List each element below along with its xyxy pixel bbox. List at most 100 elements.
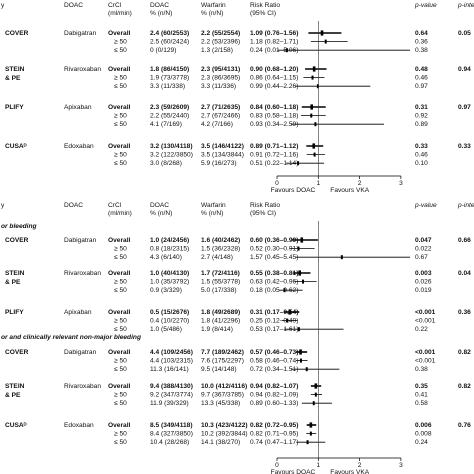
doac-rate: 8.5 (349/4118) (150, 422, 193, 429)
doac-rate: 1.9 (73/3778) (150, 74, 189, 81)
crcl: ≥ 50 (114, 245, 127, 252)
drug-name: Edoxaban (64, 143, 94, 150)
column-header: y (1, 202, 5, 209)
warfarin-rate: 5.0 (17/338) (201, 287, 237, 294)
warfarin-rate: 13.3 (45/338) (201, 400, 240, 407)
p-interaction: 0.33 (458, 143, 471, 150)
p-value: <0.001 (415, 357, 436, 364)
x-tick-label: 2 (358, 462, 362, 469)
crcl: ≥ 50 (114, 38, 127, 45)
study-name: PLIFY (5, 104, 24, 111)
crcl: ≤ 50 (114, 121, 127, 128)
study-name: & PE (5, 75, 21, 82)
risk-ratio: 0.84 (0.60–1.18) (250, 104, 298, 111)
doac-rate: 0.9 (3/329) (150, 287, 182, 294)
doac-rate: 4.3 (6/140) (150, 254, 182, 261)
x-tick-label: 1 (316, 462, 320, 469)
crcl: ≤ 50 (114, 254, 127, 261)
p-value: 0.97 (415, 83, 428, 90)
warfarin-rate: 3.5 (146/4122) (201, 143, 244, 150)
drug-name: Rivaroxaban (64, 66, 101, 73)
column-header: p-interac (457, 2, 474, 9)
crcl: ≤ 50 (114, 287, 127, 294)
warfarin-rate: 1.8 (41/2296) (201, 317, 240, 324)
point-estimate (320, 30, 324, 36)
p-value: 0.38 (415, 47, 428, 54)
warfarin-rate: 3.3 (11/336) (201, 83, 236, 90)
point-estimate (310, 113, 313, 118)
risk-ratio: 0.86 (0.64–1.15) (250, 74, 298, 81)
p-interaction: 0.04 (458, 270, 471, 277)
warfarin-rate: 3.5 (134/3844) (201, 151, 244, 158)
p-interaction: 0.76 (458, 422, 471, 429)
risk-ratio: 0.24 (0.01–5.06) (250, 47, 298, 54)
p-value: 0.36 (415, 38, 428, 45)
warfarin-rate: 14.1 (38/270) (201, 439, 240, 446)
risk-ratio: 0.72 (0.34–1.51) (250, 366, 298, 373)
risk-ratio: 0.89 (0.71–1.12) (250, 143, 298, 150)
risk-ratio: 0.74 (0.47–1.17) (250, 439, 298, 446)
favours-left: Favours DOAC (271, 187, 316, 194)
point-estimate (302, 279, 305, 284)
doac-rate: 2.2 (55/2440) (150, 112, 189, 119)
point-estimate (297, 161, 300, 166)
warfarin-rate: 2.2 (53/2396) (201, 38, 240, 45)
study-name: COVER (5, 30, 29, 37)
crcl: ≥ 50 (114, 151, 127, 158)
column-header: (95% CI) (250, 210, 276, 217)
point-estimate (316, 84, 319, 89)
p-value: 0.022 (415, 245, 432, 252)
column-header: CrCl (108, 2, 122, 9)
study-name: STEIN (5, 66, 25, 73)
x-tick-label: 0 (275, 462, 279, 469)
favours-right: Favours VKA (330, 187, 369, 194)
p-value: 0.003 (415, 270, 432, 277)
crcl: ≥ 50 (114, 430, 127, 437)
doac-rate: 1.8 (86/4150) (150, 66, 189, 73)
doac-rate: 4.4 (103/2315) (150, 357, 193, 364)
warfarin-rate: 9.7 (367/3785) (201, 391, 244, 398)
crcl: ≥ 50 (114, 74, 127, 81)
p-value: 0.019 (415, 287, 432, 294)
x-tick-label: 3 (399, 462, 403, 469)
warfarin-rate: 2.7 (4/148) (201, 254, 233, 261)
doac-rate: 11.3 (16/141) (150, 366, 189, 373)
p-interaction: 0.66 (458, 237, 471, 244)
column-header: p-value (414, 2, 437, 9)
column-header: CrCl (108, 202, 122, 209)
crcl: Overall (108, 143, 131, 150)
risk-ratio: 0.57 (0.46–0.73) (250, 349, 298, 356)
crcl: ≤ 50 (114, 366, 127, 373)
risk-ratio: 1.09 (0.76–1.56) (250, 30, 298, 37)
point-estimate (305, 367, 308, 372)
point-estimate (314, 122, 317, 127)
crcl: ≥ 50 (114, 112, 127, 119)
risk-ratio: 0.93 (0.34–2.59) (250, 121, 298, 128)
doac-rate: 1.0 (40/4130) (150, 270, 189, 277)
p-interaction: 0.82 (458, 383, 471, 390)
point-estimate (288, 309, 292, 315)
p-value: <0.001 (415, 317, 436, 324)
x-tick-label: 2 (358, 180, 362, 187)
column-header: Warfarin (201, 202, 226, 209)
column-header: % (n/N) (201, 210, 223, 217)
warfarin-rate: 1.8 (49/2689) (201, 309, 240, 316)
point-estimate (311, 75, 314, 80)
doac-rate: 2.4 (60/2553) (150, 30, 189, 37)
column-header: p-interac (457, 202, 474, 209)
p-value: 0.22 (415, 326, 428, 333)
plot-area (277, 30, 410, 445)
risk-ratio: 0.51 (0.22–1.14) (250, 160, 298, 167)
p-value: 0.58 (415, 400, 428, 407)
p-value: 0.92 (415, 112, 428, 119)
doac-rate: 3.3 (11/338) (150, 83, 185, 90)
crcl: ≥ 50 (114, 317, 127, 324)
p-interaction: 0.36 (458, 309, 471, 316)
warfarin-rate: 2.2 (55/2554) (201, 30, 240, 37)
doac-rate: 0.4 (10/2270) (150, 317, 189, 324)
p-value: 0.31 (415, 104, 428, 111)
warfarin-rate: 1.5 (55/3778) (201, 278, 240, 285)
p-value: 0.41 (415, 391, 428, 398)
p-interaction: 0.82 (458, 349, 471, 356)
